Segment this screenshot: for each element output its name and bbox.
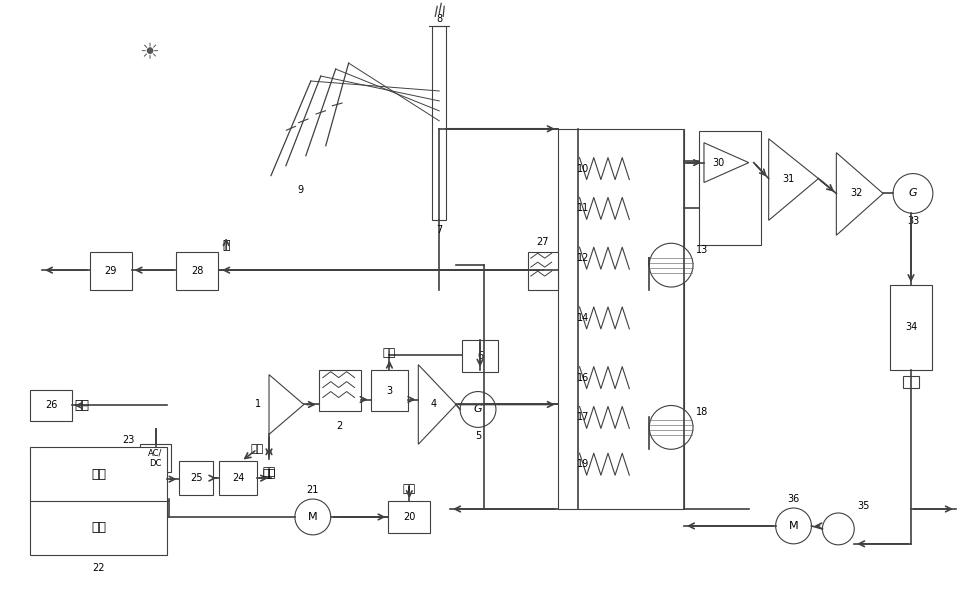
- Text: 24: 24: [232, 473, 244, 483]
- Text: 27: 27: [537, 237, 549, 247]
- Text: 燃料: 燃料: [250, 444, 264, 454]
- Text: 空气: 空气: [263, 467, 275, 477]
- Text: G: G: [909, 189, 918, 199]
- Bar: [557, 129, 684, 509]
- Text: 16: 16: [578, 372, 589, 382]
- Bar: [176, 252, 218, 290]
- Text: M: M: [789, 521, 798, 531]
- Text: 14: 14: [578, 313, 589, 323]
- Bar: [30, 390, 72, 422]
- Text: 22: 22: [93, 563, 105, 573]
- Bar: [699, 131, 761, 246]
- Bar: [319, 369, 360, 412]
- Bar: [891, 285, 932, 369]
- Text: 9: 9: [297, 186, 304, 196]
- Text: 空气: 空气: [263, 469, 275, 479]
- Text: 21: 21: [306, 485, 319, 495]
- Text: M: M: [308, 512, 318, 522]
- Text: 8: 8: [436, 14, 442, 24]
- Bar: [219, 461, 257, 495]
- Text: 32: 32: [850, 189, 862, 199]
- Text: 28: 28: [191, 266, 203, 276]
- Text: 19: 19: [578, 459, 589, 469]
- Text: 30: 30: [713, 158, 725, 168]
- Text: 2: 2: [336, 422, 343, 432]
- Text: 6: 6: [477, 350, 484, 361]
- Circle shape: [823, 513, 855, 545]
- Text: 10: 10: [578, 164, 589, 174]
- Text: 1: 1: [255, 400, 261, 410]
- Text: 5: 5: [475, 431, 482, 441]
- Text: 34: 34: [905, 323, 917, 332]
- Text: G: G: [474, 404, 483, 415]
- Circle shape: [649, 243, 693, 287]
- Circle shape: [775, 508, 811, 544]
- Polygon shape: [269, 375, 304, 434]
- Bar: [462, 340, 498, 372]
- Circle shape: [893, 174, 933, 213]
- Bar: [432, 26, 446, 221]
- Polygon shape: [703, 143, 749, 183]
- Polygon shape: [836, 152, 883, 235]
- Text: 35: 35: [858, 501, 869, 511]
- Bar: [370, 369, 408, 412]
- Text: 20: 20: [403, 512, 416, 522]
- Bar: [528, 252, 557, 290]
- Text: 燃料: 燃料: [383, 347, 396, 358]
- Circle shape: [460, 391, 496, 428]
- Text: 18: 18: [696, 407, 708, 417]
- Text: 阳极: 阳极: [91, 521, 107, 534]
- Text: 23: 23: [122, 435, 135, 445]
- Text: 7: 7: [436, 225, 442, 235]
- Text: 空气: 空气: [403, 484, 416, 494]
- Text: 25: 25: [190, 473, 203, 483]
- Text: 3: 3: [387, 385, 392, 396]
- Text: 水: 水: [223, 239, 230, 252]
- Text: 4: 4: [430, 400, 436, 410]
- Text: 36: 36: [788, 494, 799, 504]
- Bar: [179, 461, 213, 495]
- Text: 氧气: 氧气: [74, 399, 89, 412]
- Text: 29: 29: [105, 266, 117, 276]
- Circle shape: [295, 499, 330, 535]
- Text: 12: 12: [578, 253, 589, 263]
- Polygon shape: [768, 139, 819, 221]
- Text: 13: 13: [696, 246, 708, 255]
- Bar: [90, 252, 132, 290]
- Bar: [140, 444, 172, 472]
- Text: 26: 26: [45, 400, 57, 410]
- Bar: [389, 501, 430, 533]
- Text: 17: 17: [578, 412, 589, 422]
- Circle shape: [649, 406, 693, 449]
- Text: 33: 33: [907, 216, 920, 227]
- Text: 阴极: 阴极: [91, 468, 107, 481]
- Polygon shape: [419, 365, 456, 444]
- Text: 31: 31: [782, 174, 795, 184]
- Bar: [903, 375, 919, 388]
- Text: ☀: ☀: [140, 43, 160, 63]
- Bar: [30, 447, 168, 555]
- Text: 11: 11: [578, 203, 589, 213]
- Text: AC/
DC: AC/ DC: [148, 448, 163, 468]
